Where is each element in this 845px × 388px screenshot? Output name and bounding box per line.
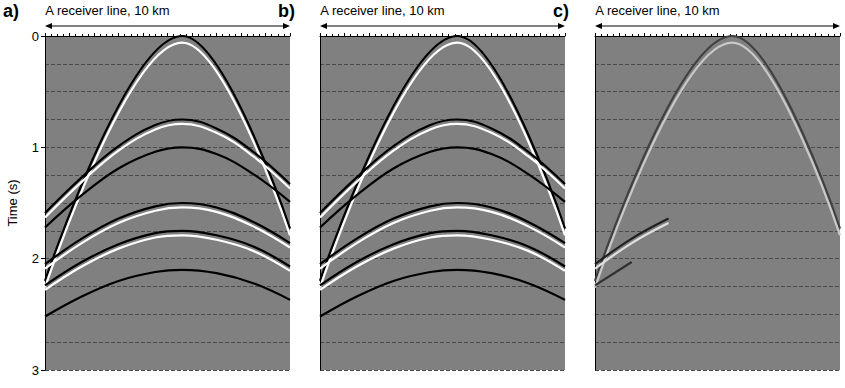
svg-text:A receiver line, 10 km: A receiver line, 10 km <box>320 3 444 18</box>
svg-text:2: 2 <box>32 251 39 266</box>
svg-text:1: 1 <box>32 140 39 155</box>
svg-text:3: 3 <box>32 363 39 378</box>
svg-text:c): c) <box>553 1 569 21</box>
svg-text:b): b) <box>278 1 295 21</box>
svg-text:A receiver line, 10 km: A receiver line, 10 km <box>45 3 169 18</box>
svg-text:A receiver line, 10 km: A receiver line, 10 km <box>595 3 719 18</box>
svg-text:0: 0 <box>32 29 39 44</box>
svg-text:a): a) <box>3 1 19 21</box>
svg-text:Time (s): Time (s) <box>5 179 20 226</box>
